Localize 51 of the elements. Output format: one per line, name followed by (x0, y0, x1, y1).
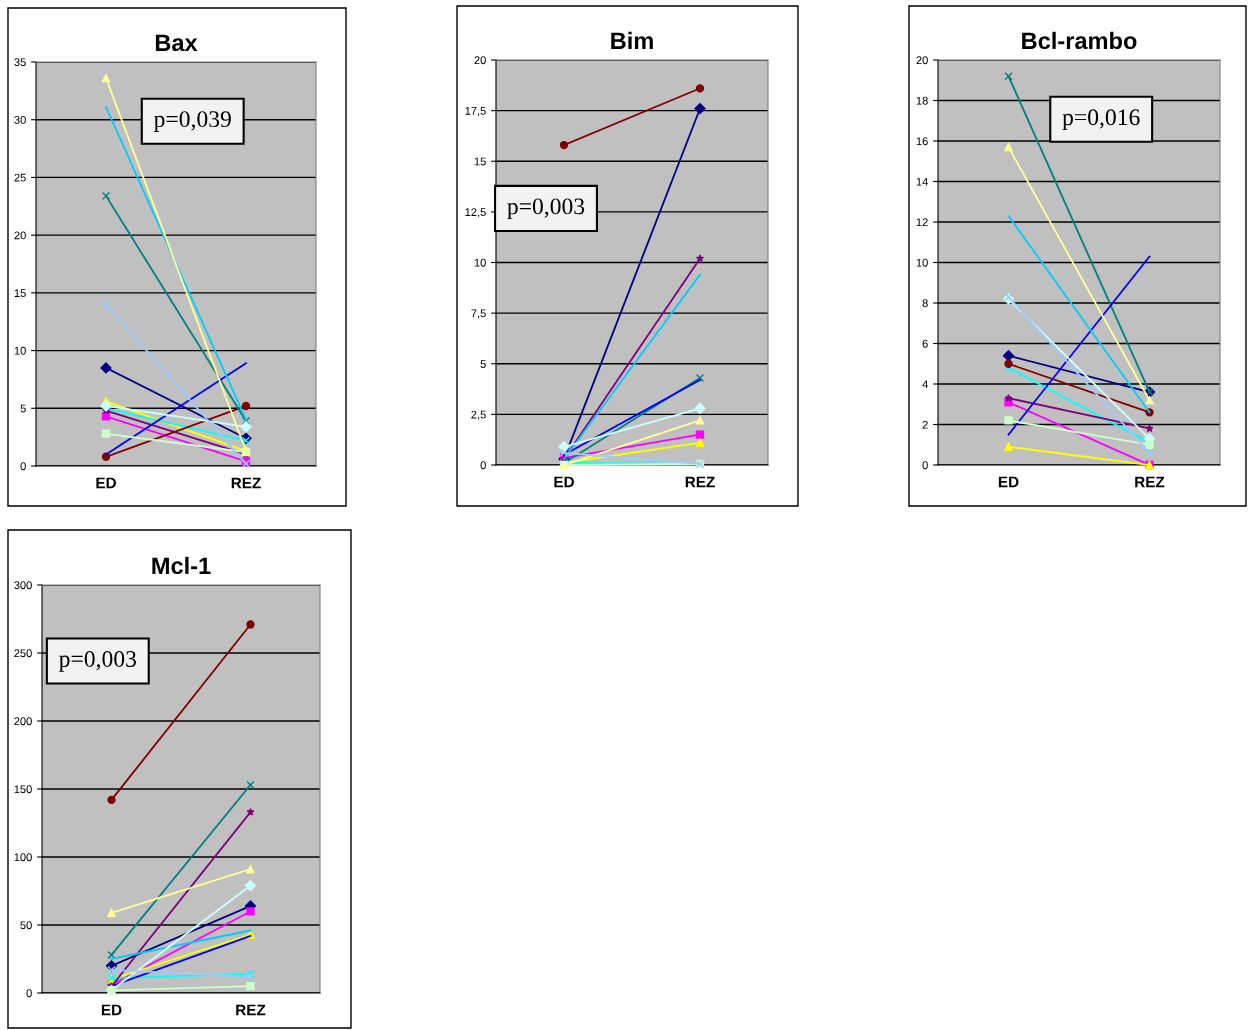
y-tick-label: 30 (14, 115, 26, 124)
y-tick-label: 5 (20, 404, 26, 413)
x-tick-label: ED (96, 477, 116, 489)
y-tick-label: 12 (916, 218, 928, 227)
y-tick-label: 14 (916, 177, 928, 186)
y-tick-label: 15 (14, 289, 26, 297)
chart-title: Bim (611, 31, 653, 49)
x-tick-label: REZ (685, 476, 715, 488)
x-tick-label: ED (998, 476, 1019, 488)
x-tick-label: REZ (1135, 476, 1165, 488)
x-tick-label: ED (101, 1004, 122, 1016)
y-tick-label: 0 (480, 461, 486, 470)
y-tick-label: 20 (916, 56, 928, 65)
y-tick-label: 5 (480, 360, 486, 368)
y-tick-label: 6 (922, 339, 928, 348)
y-tick-label: 250 (14, 649, 32, 658)
x-tick-label: REZ (236, 1004, 266, 1016)
annotation: p=0,039 (153, 111, 231, 132)
y-tick-label: 2 (922, 420, 928, 429)
y-tick-label: 50 (20, 921, 32, 930)
x-tick-label: REZ (231, 477, 261, 489)
y-tick-label: 200 (14, 717, 32, 726)
chart-title: Bcl-rambo (1022, 31, 1137, 50)
y-tick-label: 4 (922, 380, 928, 389)
y-tick-label: 16 (916, 137, 928, 146)
annotation: p=0,003 (59, 650, 136, 672)
y-tick-label: 300 (14, 581, 32, 590)
y-tick-label: 10 (14, 346, 26, 355)
y-tick-label: 10 (916, 258, 928, 267)
x-tick-label: ED (554, 476, 574, 488)
y-tick-label: 35 (14, 58, 26, 67)
y-tick-label: 10 (474, 258, 486, 267)
y-tick-label: 2,5 (471, 410, 486, 420)
y-tick-label: 15 (474, 157, 486, 166)
y-tick-label: 8 (922, 299, 928, 308)
chart-title: Mcl-1 (152, 556, 211, 575)
y-tick-label: 150 (14, 785, 32, 794)
y-tick-label: 0 (922, 461, 928, 470)
y-tick-label: 18 (916, 96, 928, 105)
y-tick-label: 20 (14, 231, 26, 240)
annotation: p=0,016 (1062, 109, 1140, 131)
y-tick-label: 12,5 (465, 208, 486, 218)
y-tick-label: 20 (474, 56, 486, 65)
y-tick-label: 0 (26, 989, 32, 998)
y-tick-label: 0 (20, 462, 26, 471)
annotation: p=0,003 (507, 198, 585, 220)
y-tick-label: 7,5 (471, 309, 486, 319)
chart-title: Bax (155, 34, 198, 52)
y-tick-label: 17,5 (465, 107, 486, 117)
y-tick-label: 100 (14, 853, 32, 862)
y-tick-label: 25 (14, 173, 26, 182)
